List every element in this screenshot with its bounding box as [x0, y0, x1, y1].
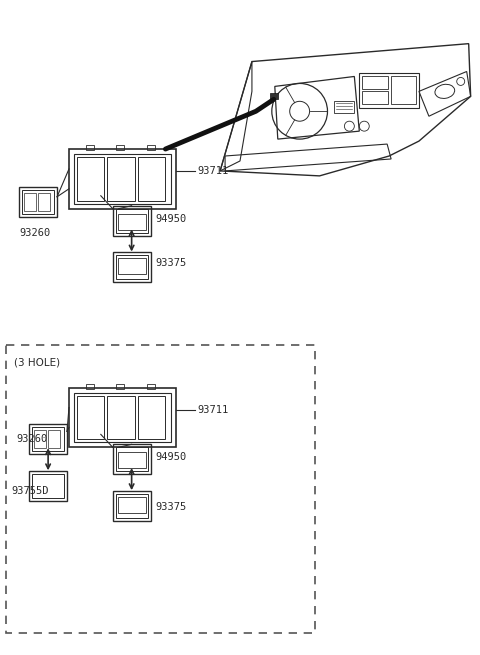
Text: 93260: 93260	[16, 434, 48, 444]
Bar	[116, 255, 147, 279]
Text: 94950: 94950	[156, 452, 187, 462]
Text: 93375: 93375	[156, 258, 187, 269]
Bar	[116, 447, 147, 471]
Bar	[38, 193, 50, 211]
Bar	[86, 145, 94, 150]
Bar	[335, 102, 354, 113]
Bar	[22, 190, 54, 214]
Text: 93260: 93260	[19, 227, 50, 238]
Text: 93375: 93375	[156, 502, 187, 512]
Bar	[270, 94, 278, 100]
Bar	[113, 252, 151, 282]
Text: 93711: 93711	[197, 405, 228, 415]
Bar	[362, 92, 388, 104]
Bar	[116, 494, 147, 518]
Text: (3 HOLE): (3 HOLE)	[14, 358, 60, 368]
Bar	[34, 430, 46, 448]
Text: 93711: 93711	[197, 166, 228, 176]
Text: 93755D: 93755D	[12, 486, 49, 496]
Bar	[147, 145, 155, 150]
Bar	[116, 209, 147, 233]
Bar	[118, 259, 145, 274]
Bar	[29, 424, 67, 455]
Bar	[48, 430, 60, 448]
Bar	[113, 491, 151, 521]
Bar	[138, 396, 166, 440]
Bar	[118, 452, 145, 468]
Bar	[24, 193, 36, 211]
Text: 94950: 94950	[156, 214, 187, 223]
Bar	[19, 187, 57, 217]
Bar	[69, 388, 176, 447]
Bar	[147, 384, 155, 388]
Bar	[74, 154, 171, 204]
Bar	[86, 384, 94, 388]
Bar	[118, 214, 145, 229]
Bar	[69, 149, 176, 209]
Bar	[116, 384, 124, 388]
Bar	[32, 474, 64, 498]
Bar	[116, 145, 124, 150]
Bar	[118, 497, 145, 513]
Bar	[108, 396, 135, 440]
Bar	[113, 206, 151, 236]
Bar	[6, 345, 314, 633]
Bar	[391, 77, 416, 104]
Bar	[138, 157, 166, 200]
Bar	[113, 444, 151, 474]
Bar	[77, 396, 105, 440]
Bar	[32, 428, 64, 451]
Bar	[77, 157, 105, 200]
Bar	[74, 392, 171, 442]
Bar	[29, 471, 67, 501]
Bar	[362, 77, 388, 89]
Bar	[108, 157, 135, 200]
Bar	[360, 73, 419, 108]
